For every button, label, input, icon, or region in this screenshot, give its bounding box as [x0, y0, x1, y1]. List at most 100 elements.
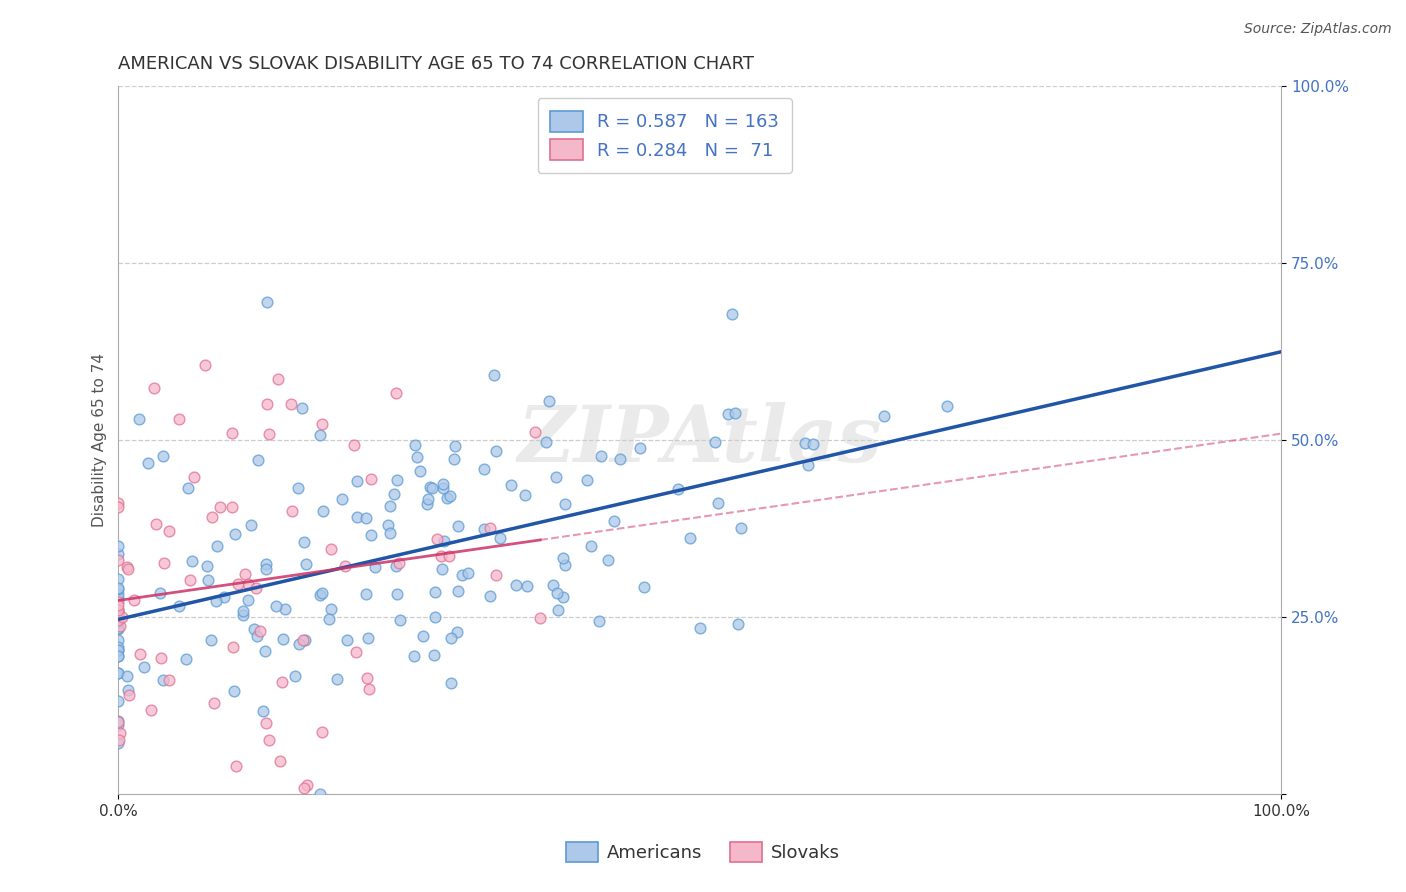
Point: [588, 614, 610, 628]
Point: [385, 385, 408, 400]
Point: [107, 642, 129, 657]
Point: [266, 599, 288, 614]
Point: [107, 694, 129, 708]
Point: [107, 606, 129, 620]
Point: [295, 557, 318, 571]
Point: [292, 781, 315, 796]
Point: [202, 696, 225, 710]
Point: [281, 504, 304, 518]
Point: [254, 562, 277, 576]
Point: [419, 480, 441, 494]
Point: [436, 491, 458, 506]
Point: [426, 533, 449, 547]
Point: [311, 417, 333, 432]
Point: [245, 581, 267, 595]
Point: [440, 632, 463, 646]
Point: [224, 684, 246, 698]
Point: [107, 581, 129, 595]
Point: [330, 492, 353, 507]
Point: [256, 558, 278, 572]
Point: [249, 624, 271, 638]
Point: [406, 450, 429, 464]
Point: [295, 778, 318, 792]
Point: [547, 603, 569, 617]
Point: [257, 732, 280, 747]
Point: [254, 644, 277, 658]
Point: [485, 567, 508, 582]
Point: [801, 437, 824, 451]
Point: [181, 554, 204, 568]
Point: [205, 539, 228, 553]
Point: [157, 673, 180, 687]
Point: [107, 714, 129, 729]
Point: [107, 615, 129, 630]
Point: [412, 629, 434, 643]
Point: [344, 645, 367, 659]
Point: [457, 566, 479, 580]
Point: [107, 666, 129, 681]
Point: [107, 736, 129, 750]
Point: [872, 409, 894, 423]
Point: [107, 572, 129, 586]
Point: [689, 621, 711, 635]
Point: [205, 594, 228, 608]
Point: [271, 632, 294, 646]
Point: [242, 622, 264, 636]
Point: [108, 732, 131, 747]
Point: [145, 517, 167, 532]
Point: [246, 453, 269, 467]
Point: [115, 560, 138, 574]
Point: [388, 557, 411, 571]
Point: [149, 586, 172, 600]
Text: ZIPAtlas: ZIPAtlas: [517, 401, 882, 478]
Point: [283, 669, 305, 683]
Point: [450, 567, 472, 582]
Point: [128, 411, 150, 425]
Point: [553, 590, 575, 604]
Point: [489, 531, 512, 545]
Point: [318, 612, 340, 626]
Point: [256, 295, 278, 310]
Point: [354, 587, 377, 601]
Point: [238, 577, 260, 591]
Point: [524, 425, 547, 439]
Point: [311, 586, 333, 600]
Point: [541, 578, 564, 592]
Point: [143, 381, 166, 395]
Point: [174, 651, 197, 665]
Point: [292, 632, 315, 647]
Point: [516, 579, 538, 593]
Point: [308, 787, 330, 801]
Point: [107, 648, 129, 663]
Point: [707, 496, 730, 510]
Text: Source: ZipAtlas.com: Source: ZipAtlas.com: [1244, 22, 1392, 37]
Point: [136, 456, 159, 470]
Point: [721, 307, 744, 321]
Point: [554, 558, 576, 572]
Point: [132, 660, 155, 674]
Point: [107, 547, 129, 561]
Legend: Americans, Slovaks: Americans, Slovaks: [558, 834, 848, 870]
Point: [150, 650, 173, 665]
Point: [385, 474, 408, 488]
Point: [153, 557, 176, 571]
Point: [107, 603, 129, 617]
Point: [499, 478, 522, 492]
Point: [478, 589, 501, 603]
Point: [723, 406, 745, 420]
Point: [387, 587, 409, 601]
Point: [534, 434, 557, 449]
Point: [544, 470, 567, 484]
Point: [429, 549, 451, 563]
Point: [319, 541, 342, 556]
Point: [377, 518, 399, 533]
Point: [346, 474, 368, 488]
Point: [225, 759, 247, 773]
Point: [356, 671, 378, 685]
Point: [529, 611, 551, 625]
Point: [107, 603, 129, 617]
Point: [233, 566, 256, 581]
Point: [107, 591, 129, 606]
Point: [107, 718, 129, 732]
Point: [107, 642, 129, 657]
